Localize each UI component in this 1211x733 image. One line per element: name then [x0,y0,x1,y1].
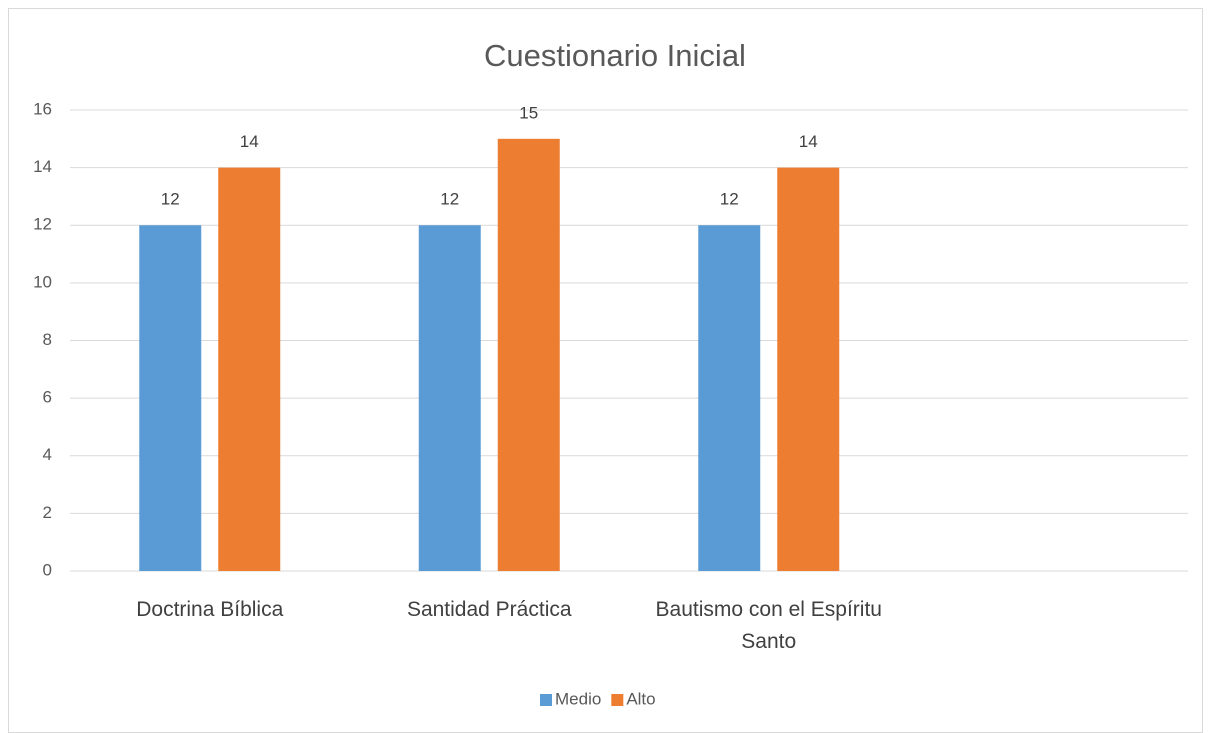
y-tick-label: 8 [43,330,52,349]
x-tick-label: Santidad Práctica [406,598,572,621]
data-label: 15 [519,103,538,122]
y-tick-label: 4 [43,445,52,464]
chart-border [8,8,1203,733]
y-tick-label: 2 [43,503,52,522]
chart-title: Cuestionario Inicial [484,38,746,73]
legend-swatch [611,694,624,706]
bar [777,167,840,571]
y-tick-label: 12 [33,215,52,234]
bar [418,225,481,571]
data-label: 14 [240,132,259,151]
bar [698,225,761,571]
bar [218,167,281,571]
y-tick-label: 16 [33,99,52,118]
y-tick-label: 0 [43,560,52,579]
data-label: 14 [799,132,818,151]
legend-label: Alto [626,689,655,708]
bar [139,225,202,571]
y-tick-label: 14 [33,157,52,176]
y-tick-label: 10 [33,272,52,291]
x-tick-label: Doctrina Bíblica [136,598,284,621]
data-label: 12 [440,190,459,209]
y-tick-label: 6 [43,388,52,407]
data-label: 12 [720,190,739,209]
x-tick-label: Bautismo con el Espíritu Santo [655,598,882,653]
legend-swatch [540,694,552,706]
bar [497,138,560,571]
data-label: 12 [161,190,180,209]
legend-label: Medio [555,689,601,708]
